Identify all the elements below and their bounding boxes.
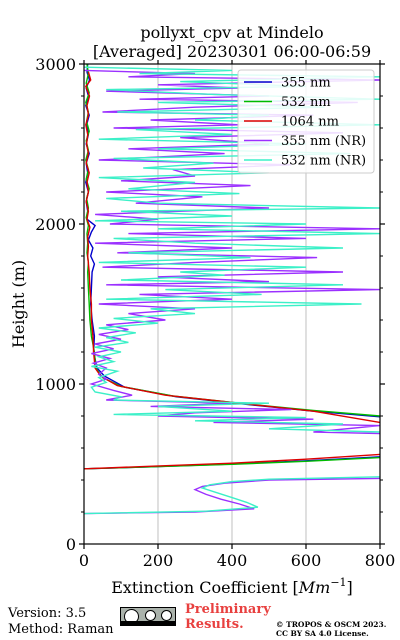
legend-box — [237, 69, 375, 174]
copyright-line-2: CC BY SA 4.0 License. — [276, 629, 369, 638]
x-axis-label-unit: Mm — [298, 578, 331, 597]
method-text: Method: Raman — [8, 622, 114, 637]
x-axis-label-main: Extinction Coefficient [ — [111, 578, 299, 597]
series-line-2-lower — [84, 453, 380, 470]
series-line-4-lower — [84, 476, 380, 515]
y-tick-label: 2000 — [35, 215, 76, 234]
preliminary-line-2: Results. — [185, 617, 244, 632]
y-axis-label: Height (m) — [9, 260, 28, 348]
badge-strip — [121, 621, 175, 625]
x-tick-label: 0 — [79, 551, 89, 570]
legend-label-2: 1064 nm — [281, 115, 339, 130]
preliminary-results-note: Preliminary Results. — [185, 602, 271, 632]
copyright-line-1: © TROPOS & OSCM 2023. — [276, 620, 387, 629]
y-tick-label: 0 — [66, 535, 76, 554]
series-line-2 — [85, 71, 380, 424]
footer-meta: Version: 3.5 Method: Raman — [8, 606, 114, 638]
x-axis-label-exponent: −1 — [330, 576, 346, 589]
y-tick-label: 1000 — [35, 375, 76, 394]
x-tick-label: 800 — [365, 551, 396, 570]
cc-by-sa-badge-icon — [120, 607, 176, 626]
series-line-3-lower — [84, 477, 380, 515]
x-axis-label: Extinction Coefficient [Mm−1] — [111, 576, 353, 597]
preliminary-line-1: Preliminary — [185, 602, 271, 617]
legend-label-0: 355 nm — [281, 76, 331, 91]
series-layer — [84, 64, 380, 515]
legend-label-3: 355 nm (NR) — [281, 134, 366, 149]
x-tick-label: 400 — [217, 551, 248, 570]
y-tick-label: 3000 — [35, 55, 76, 74]
legend: 355 nm 532 nm 1064 nm 355 nm (NR) 532 nm (NR… — [237, 69, 375, 174]
legend-label-1: 532 nm — [281, 95, 331, 110]
axis-ticks: 0 200 400 600 800 0 1000 2000 3000 — [35, 55, 395, 570]
chart-title: pollyxt_cpv at Mindelo — [140, 23, 323, 42]
version-text: Version: 3.5 — [8, 606, 87, 621]
legend-label-4: 532 nm (NR) — [281, 154, 366, 169]
x-axis-label-close: ] — [347, 578, 353, 597]
by-icon — [145, 610, 156, 621]
extinction-profile-chart: pollyxt_cpv at Mindelo [Averaged] 202303… — [9, 23, 395, 597]
x-tick-label: 600 — [291, 551, 322, 570]
sa-icon — [161, 610, 172, 621]
series-line-3 — [84, 69, 380, 435]
chart-subtitle: [Averaged] 20230301 06:00-06:59 — [93, 42, 371, 61]
x-tick-label: 200 — [143, 551, 174, 570]
copyright-note: © TROPOS & OSCM 2023. CC BY SA 4.0 Licen… — [276, 620, 386, 638]
